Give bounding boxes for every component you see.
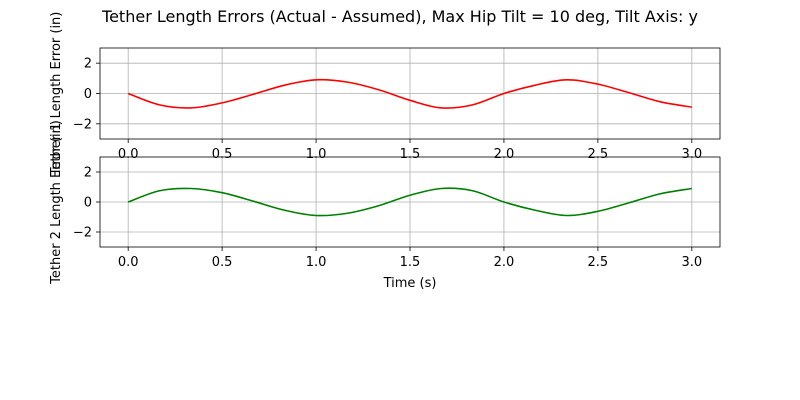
x-tick-label: 1.5 <box>400 255 421 270</box>
x-tick-label: 1.5 <box>400 147 421 162</box>
x-tick-label: 3.0 <box>681 255 702 270</box>
subplot-tether-1: 0.0 0.5 1.0 1.5 2.0 2.5 3.0 −2 0 2 Tether 1 Length… <box>49 12 721 177</box>
x-tick-label: 1.0 <box>306 147 327 162</box>
y-tick-label: −2 <box>73 117 92 132</box>
y-axis-label: Tether 2 Length Error (in) <box>49 120 64 285</box>
y-tick-label: 2 <box>84 166 92 181</box>
x-axis-label: Time (s) <box>383 276 437 291</box>
x-tick-label: 1.0 <box>306 255 327 270</box>
series-line-2 <box>127 187 692 217</box>
x-tick-label: 0.0 <box>118 147 139 162</box>
y-axis-label: Tether 1 Length Error (in) <box>49 12 64 177</box>
x-tick-label: 2.0 <box>494 147 515 162</box>
x-tick-label: 0.5 <box>212 147 233 162</box>
x-tick-label: 2.0 <box>494 255 515 270</box>
figure-title: Tether Length Errors (Actual - Assumed),… <box>101 7 698 26</box>
x-tick-label: 0.0 <box>118 255 139 270</box>
y-tick-label: −2 <box>73 226 92 241</box>
x-tick-label: 2.5 <box>588 255 609 270</box>
y-tick-label: 0 <box>84 196 92 211</box>
y-tick-label: 2 <box>84 57 92 72</box>
y-tick-label: 0 <box>84 87 92 102</box>
series-line-1 <box>127 78 692 109</box>
subplot-tether-2: 0.0 0.5 1.0 1.5 2.0 2.5 3.0 −2 0 2 Tether 2 Length… <box>49 120 721 291</box>
x-tick-label: 3.0 <box>681 147 702 162</box>
x-tick-label: 2.5 <box>588 147 609 162</box>
x-tick-label: 0.5 <box>212 255 233 270</box>
